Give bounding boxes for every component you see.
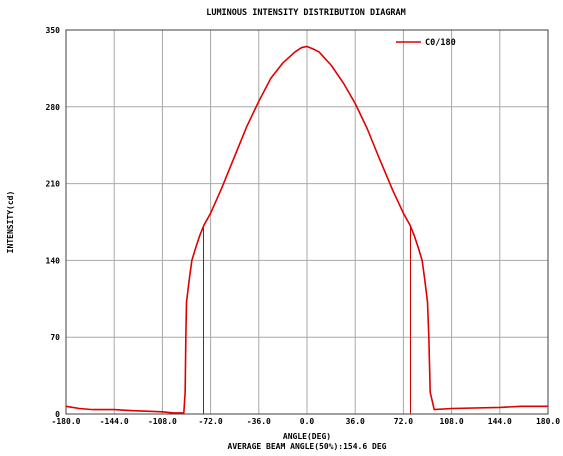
y-tick-label: 0 (55, 410, 60, 419)
x-tick-label: 144.0 (488, 417, 512, 426)
x-tick-label: -144.0 (100, 417, 129, 426)
plot-frame (65, 29, 549, 415)
y-axis-label: INTENSITY(cd) (6, 191, 15, 254)
y-tick-label: 70 (50, 333, 60, 342)
chart-title: LUMINOUS INTENSITY DISTRIBUTION DIAGRAM (206, 8, 406, 18)
series-line-c0-180 (65, 45, 548, 414)
x-tick-label: -180.0 (52, 417, 81, 426)
grid-lines (65, 29, 549, 415)
x-tick-label: 72.0 (394, 417, 413, 426)
y-tick-label: 140 (46, 256, 61, 265)
x-tick-label: 0.0 (300, 417, 315, 426)
y-tick-label: 210 (46, 180, 61, 189)
x-tick-label: 108.0 (440, 417, 464, 426)
x-axis-label: ANGLE(DEG) (283, 432, 331, 441)
beam-angle-markers (203, 226, 411, 414)
beam-angle-footer: AVERAGE BEAM ANGLE(50%):154.6 DEG (228, 442, 387, 451)
x-tick-label: -36.0 (247, 417, 271, 426)
x-tick-label: -72.0 (199, 417, 223, 426)
x-tick-labels: -180.0 -144.0 -108.0 -72.0 -36.0 0.0 36.0 72.0 1… (52, 417, 561, 426)
x-tick-label: -108.0 (148, 417, 177, 426)
y-tick-label: 280 (46, 103, 61, 112)
y-tick-label: 350 (46, 26, 61, 35)
series-group (65, 45, 548, 414)
legend: C0/180 (396, 38, 456, 48)
x-tick-label: 36.0 (346, 417, 365, 426)
x-tick-label: 180.0 (536, 417, 560, 426)
y-tick-labels: 0 70 140 210 280 350 (46, 26, 61, 419)
legend-label-c0-180: C0/180 (425, 38, 456, 48)
